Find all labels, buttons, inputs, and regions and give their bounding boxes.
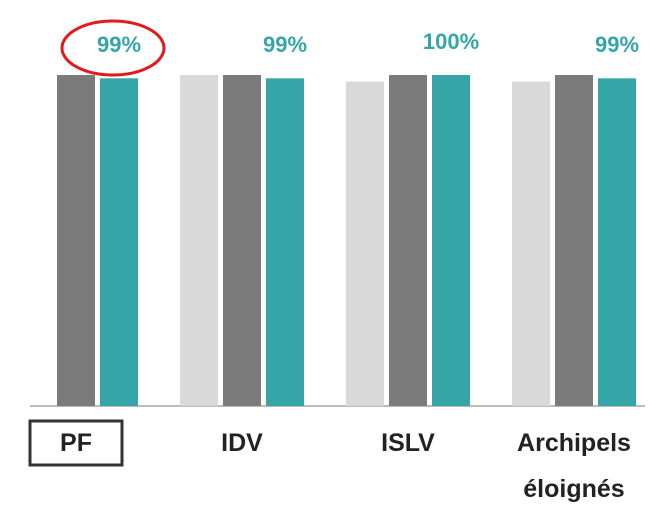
bar (100, 78, 138, 406)
bar (57, 75, 95, 406)
bar (432, 75, 470, 406)
bar (346, 81, 384, 407)
bar (266, 78, 304, 406)
category-label: Archipels éloignés (517, 429, 631, 503)
category-label: PF (60, 429, 92, 457)
bar (180, 75, 218, 406)
category-label: ISLV (381, 429, 435, 457)
bar (512, 81, 550, 407)
bar (223, 75, 261, 406)
bar (389, 75, 427, 406)
highlight-box (28, 419, 124, 467)
value-label: 99% (595, 32, 639, 57)
category-label: IDV (221, 429, 263, 457)
value-label: 99% (263, 32, 307, 57)
bar (555, 75, 593, 406)
value-label: 100% (423, 29, 479, 54)
bar (598, 78, 636, 406)
highlight-circle (60, 19, 166, 77)
value-label: 99% (97, 32, 141, 57)
